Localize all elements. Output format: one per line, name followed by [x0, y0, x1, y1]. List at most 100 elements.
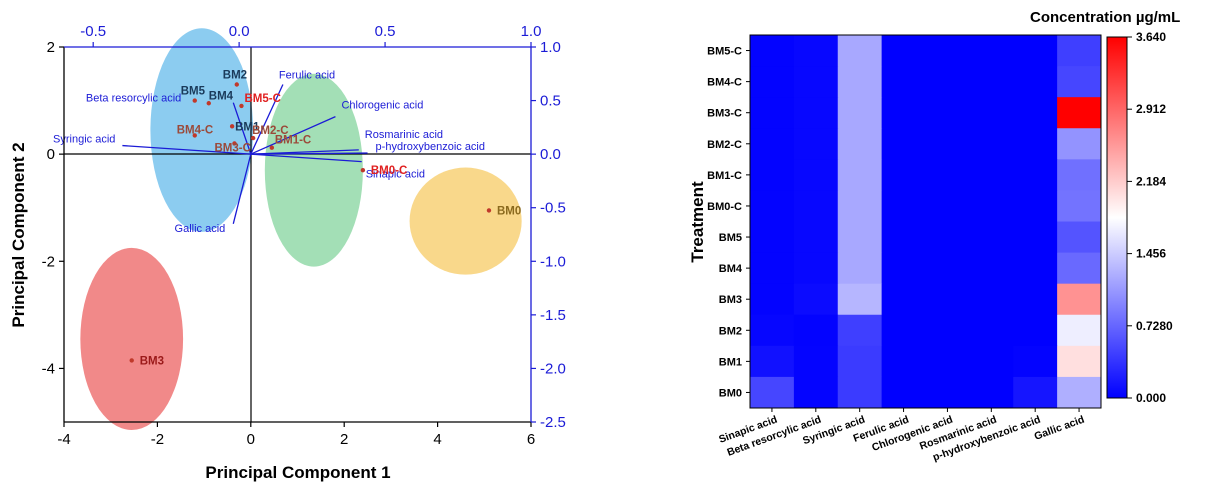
point-label-bm0-c: BM0-C: [371, 165, 407, 177]
point-label-bm1-c: BM1-C: [275, 135, 311, 147]
point-bm5: [192, 98, 197, 103]
cell-bm4-gallic-acid: [1057, 252, 1102, 285]
loading-label-p-hydroxybenzoic-acid: p-hydroxybenzoic acid: [376, 141, 485, 153]
row-label-bm1: BM1: [719, 356, 742, 368]
right-tick-label: -0.5: [540, 200, 566, 217]
cell-bm0-syringic-acid: [837, 376, 883, 409]
heatmap-cells: [750, 35, 1102, 409]
cell-bm2-beta-resorcylic-acid: [793, 314, 839, 347]
cell-bm1-c-p-hydroxybenzoic-acid: [1013, 159, 1058, 191]
cell-bm1-rosmarinic-acid: [969, 345, 1014, 378]
cell-bm3-beta-resorcylic-acid: [793, 283, 839, 316]
cell-bm5-c-beta-resorcylic-acid: [793, 35, 839, 67]
cell-bm0-p-hydroxybenzoic-acid: [1013, 376, 1058, 409]
point-label-bm4-c: BM4-C: [177, 124, 213, 136]
cell-bm3-c-chlorogenic-acid: [925, 97, 970, 129]
cell-bm4-c-rosmarinic-acid: [969, 66, 1014, 98]
cell-bm1-c-sinapic-acid: [750, 159, 795, 191]
loading-p-hydroxybenzoic-acid: [250, 152, 368, 155]
cell-bm2-c-gallic-acid: [1057, 128, 1102, 160]
point-label-bm3-c: BM3-C: [214, 142, 250, 154]
ellipse-middle: [264, 73, 363, 267]
row-label-bm2-c: BM2-C: [707, 139, 742, 151]
cell-bm2-chlorogenic-acid: [925, 314, 970, 347]
row-label-bm2: BM2: [719, 325, 742, 337]
loading-ferulic-acid: [250, 84, 284, 155]
cell-bm5-ferulic-acid: [881, 221, 926, 254]
right-tick-label: 0.5: [540, 93, 561, 110]
ellipse-bm3: [80, 247, 184, 431]
loading-label-beta-resorcylic-acid: Beta resorcylic acid: [86, 93, 181, 105]
cell-bm2-c-p-hydroxybenzoic-acid: [1013, 128, 1058, 160]
row-label-bm5-c: BM5-C: [707, 46, 742, 58]
cell-bm4-sinapic-acid: [750, 252, 795, 285]
point-bm4-c: [192, 133, 197, 138]
observation-points: BM0 BM0-C BM1 BM1-C BM2 BM2-C BM3 BM3-C BM4 BM4-C…: [129, 70, 521, 367]
point-bm2: [234, 82, 239, 87]
heatmap: BM5-C BM4-C BM3-C BM2-C BM1-C BM0-C BM5 BM4 BM3 B…: [688, 9, 1180, 464]
x-tick-label: 2: [340, 431, 348, 448]
cell-bm4-rosmarinic-acid: [969, 252, 1014, 285]
point-label-bm3: BM3: [140, 355, 164, 367]
cell-bm5-beta-resorcylic-acid: [793, 221, 839, 254]
cell-bm3-c-rosmarinic-acid: [969, 97, 1014, 129]
x-tick-label: -2: [151, 431, 164, 448]
point-bm5-c: [239, 103, 244, 109]
cell-bm4-c-sinapic-acid: [750, 66, 795, 98]
y-tick-label: -2: [42, 253, 55, 270]
colorbar-ticks: 3.640 2.912 2.184 1.456 0.7280 0.000: [1127, 30, 1173, 405]
point-label-bm2-c: BM2-C: [252, 125, 288, 137]
loading-sinapic-acid: [250, 153, 362, 163]
cell-bm4-beta-resorcylic-acid: [793, 252, 839, 285]
cell-bm5-c-gallic-acid: [1057, 35, 1102, 67]
loading-label-ferulic-acid: Ferulic acid: [279, 70, 335, 82]
cell-bm3-gallic-acid: [1057, 283, 1102, 316]
point-bm4: [206, 101, 211, 106]
right-tick-label: -2.5: [540, 414, 566, 431]
loading-label-chlorogenic-acid: Chlorogenic acid: [341, 100, 423, 112]
loading-label-gallic-acid: Gallic acid: [175, 223, 226, 235]
loading-beta-resorcylic-acid: [232, 102, 252, 155]
cell-bm2-sinapic-acid: [750, 314, 795, 347]
cell-bm5-syringic-acid: [837, 221, 883, 254]
cell-bm0-c-syringic-acid: [837, 190, 883, 222]
cell-bm4-c-chlorogenic-acid: [925, 66, 970, 98]
y-tick-label: -4: [42, 360, 55, 377]
cell-bm5-c-chlorogenic-acid: [925, 35, 970, 67]
point-label-bm5-c: BM5-C: [244, 93, 280, 105]
cell-bm5-chlorogenic-acid: [925, 221, 970, 254]
row-label-bm5: BM5: [719, 232, 742, 244]
colorbar-tick-label: 0.7280: [1136, 319, 1173, 333]
loading-gallic-acid: [232, 153, 252, 224]
cell-bm2-c-chlorogenic-acid: [925, 128, 970, 160]
x-tick-label: 4: [433, 431, 441, 448]
colorbar: [1106, 36, 1128, 399]
cell-bm1-gallic-acid: [1057, 345, 1102, 378]
point-label-bm2: BM2: [223, 70, 247, 82]
pca-biplot: Ferulic acid Chlorogenic acid Beta resorcy…: [9, 23, 566, 482]
cell-bm4-ferulic-acid: [881, 252, 926, 285]
cell-bm5-p-hydroxybenzoic-acid: [1013, 221, 1058, 254]
row-label-bm1-c: BM1-C: [707, 170, 742, 182]
y-axis-title: Principal Component 2: [9, 142, 28, 327]
x-axis-title: Principal Component 1: [205, 463, 390, 482]
column-label-gallic-acid: Gallic acid: [1033, 414, 1086, 443]
cell-bm4-c-gallic-acid: [1057, 66, 1102, 98]
cell-bm4-c-syringic-acid: [837, 66, 883, 98]
y-tick-label: 2: [47, 39, 55, 56]
cell-bm0-beta-resorcylic-acid: [793, 376, 839, 409]
cell-bm0-c-ferulic-acid: [881, 190, 926, 222]
cell-bm1-c-beta-resorcylic-acid: [793, 159, 839, 191]
ellipse-bm0: [409, 167, 522, 275]
cell-bm3-c-ferulic-acid: [881, 97, 926, 129]
row-label-bm4-c: BM4-C: [707, 77, 742, 89]
x-tick-label: -4: [57, 431, 70, 448]
cell-bm3-p-hydroxybenzoic-acid: [1013, 283, 1058, 316]
heatmap-frame: [749, 34, 1102, 409]
cell-bm0-c-sinapic-acid: [750, 190, 795, 222]
cell-bm3-chlorogenic-acid: [925, 283, 970, 316]
cell-bm5-c-syringic-acid: [837, 35, 883, 67]
colorbar-tick-label: 2.912: [1136, 102, 1166, 116]
